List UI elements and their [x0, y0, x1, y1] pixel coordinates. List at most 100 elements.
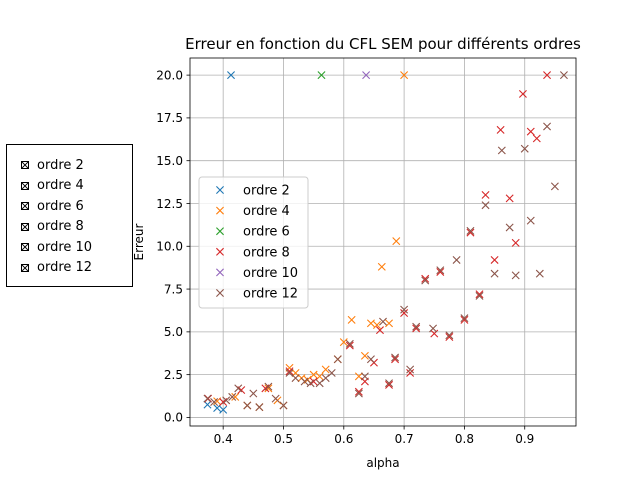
data-point	[285, 367, 294, 376]
checkbox-icon	[21, 263, 29, 272]
external-legend-label: ordre 10	[37, 239, 93, 255]
y-tick-label: 7.5	[164, 282, 183, 296]
data-point	[372, 321, 381, 330]
data-point	[429, 324, 438, 333]
y-tick-label: 12.5	[156, 197, 183, 211]
checkbox-icon	[21, 161, 29, 169]
data-point	[315, 372, 324, 381]
plot-frame	[189, 57, 577, 427]
checkbox-icon	[21, 243, 29, 251]
data-point	[377, 262, 386, 271]
data-point	[526, 127, 535, 136]
data-point	[234, 384, 243, 393]
data-point	[362, 71, 371, 80]
data-point	[354, 389, 363, 398]
data-point	[460, 315, 469, 324]
data-point	[385, 380, 394, 389]
legend-label: ordre 6	[243, 225, 290, 240]
data-point	[496, 125, 505, 134]
data-point	[490, 269, 499, 278]
legend-label: ordre 4	[243, 204, 290, 219]
data-point	[231, 392, 240, 401]
external-legend: ordre 2 ordre 4 ordre 6 ordre 8 ordre 10…	[6, 144, 133, 287]
data-point	[354, 372, 363, 381]
legend-marker	[216, 206, 224, 215]
data-point	[306, 379, 315, 388]
y-tick-label: 5.0	[164, 325, 183, 339]
data-points	[203, 71, 568, 414]
data-point	[550, 182, 559, 191]
legend-marker	[216, 186, 224, 194]
external-legend-item: ordre 8	[21, 218, 84, 236]
data-point	[490, 255, 499, 264]
data-point	[333, 355, 342, 364]
data-point	[354, 387, 363, 396]
data-point	[317, 71, 326, 80]
external-legend-label: ordre 8	[37, 219, 84, 234]
data-point	[327, 368, 336, 377]
data-point	[345, 339, 354, 348]
data-point	[309, 370, 318, 379]
x-axis-label: alpha	[366, 456, 399, 470]
data-point	[505, 223, 514, 232]
data-point	[300, 377, 309, 386]
data-point	[391, 353, 400, 362]
chart-title: Erreur en fonction du CFL SEM pour diffé…	[185, 35, 581, 53]
data-point	[412, 322, 421, 331]
data-point	[421, 274, 430, 283]
grid-lines	[190, 58, 576, 426]
data-point	[321, 374, 330, 383]
x-axis: 0.4 0.5 0.6 0.7 0.8 0.9	[214, 426, 534, 446]
data-point	[511, 238, 520, 247]
legend-box	[198, 176, 309, 309]
series-ordre-12	[203, 71, 568, 412]
data-point	[203, 394, 212, 403]
external-legend-item: ordre 4	[21, 177, 84, 195]
data-point	[222, 396, 231, 405]
data-point	[518, 89, 527, 98]
data-point	[452, 255, 461, 264]
data-point	[279, 401, 288, 410]
data-point	[391, 355, 400, 364]
y-axis: 0.0 2.5 5.0 7.5 10.0 12.5 15.0 17.5 20.0	[156, 68, 190, 425]
series-ordre-10	[362, 71, 371, 80]
data-point	[412, 324, 421, 333]
data-point	[532, 134, 541, 143]
data-point	[543, 71, 552, 80]
external-legend-label: ordre 12	[37, 260, 93, 275]
data-point	[339, 338, 348, 347]
data-point	[430, 329, 439, 338]
data-point	[400, 71, 409, 80]
y-tick-label: 0.0	[164, 411, 183, 425]
y-tick-label: 10.0	[156, 240, 183, 254]
data-point	[392, 237, 401, 246]
data-point	[481, 201, 490, 210]
x-tick-label: 0.6	[334, 432, 353, 446]
data-point	[321, 365, 330, 374]
data-point	[249, 389, 258, 398]
data-point	[466, 228, 475, 237]
data-point	[213, 404, 222, 413]
data-point	[291, 374, 300, 383]
data-point	[460, 314, 469, 323]
legend-marker	[216, 268, 224, 277]
y-tick-label: 20.0	[156, 68, 183, 82]
data-point	[360, 372, 369, 381]
data-point	[285, 368, 294, 377]
legend-label: ordre 10	[243, 266, 298, 281]
data-point	[366, 319, 375, 328]
data-point	[210, 398, 219, 407]
data-point	[345, 341, 354, 350]
data-point	[475, 290, 484, 299]
data-point	[505, 194, 514, 203]
legend-marker	[216, 289, 224, 297]
data-point	[445, 331, 454, 340]
x-tick-label: 0.8	[455, 432, 474, 446]
data-point	[511, 271, 520, 280]
external-legend-item: ordre 2	[21, 156, 84, 174]
data-point	[243, 401, 252, 410]
data-point	[535, 269, 544, 278]
data-point	[543, 122, 552, 131]
external-legend-label: ordre 6	[37, 198, 84, 214]
data-point	[526, 216, 535, 225]
